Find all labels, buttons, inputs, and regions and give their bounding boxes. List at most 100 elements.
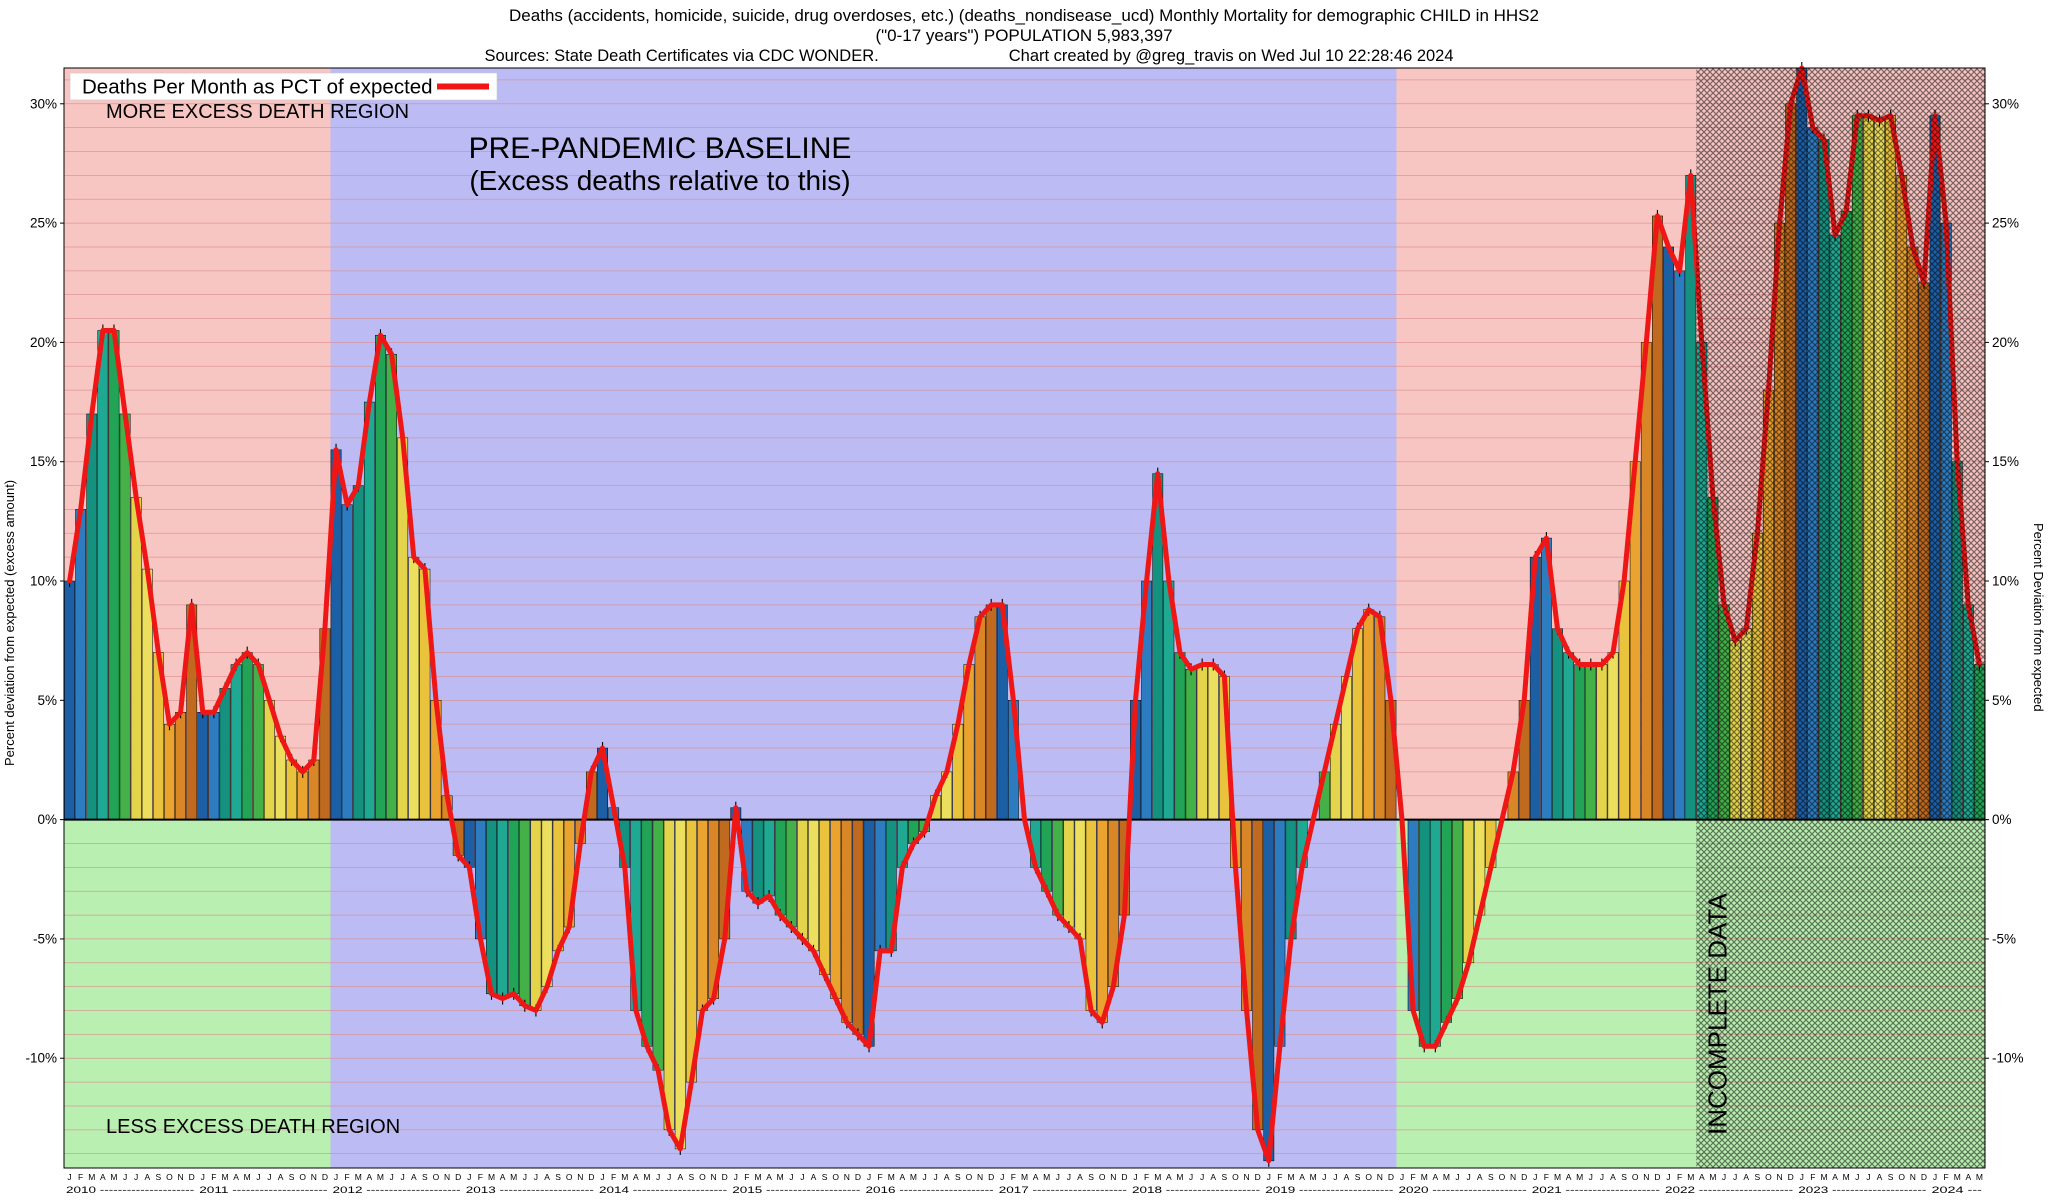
pre-pandemic-baseline-region	[330, 68, 1397, 1168]
x-axis-month-label: N	[844, 1172, 850, 1182]
x-axis-month-label: J	[1322, 1172, 1326, 1182]
x-axis-month-label: A	[1299, 1172, 1305, 1182]
x-axis-month-label: J	[1056, 1172, 1060, 1182]
x-axis-month-label: J	[267, 1172, 271, 1182]
bar	[663, 819, 675, 1131]
x-axis-month-label: A	[944, 1172, 950, 1182]
bar	[797, 819, 808, 940]
y-axis-tick-label-right: 10%	[1992, 574, 2019, 589]
x-axis-month-label: D	[1121, 1172, 1127, 1182]
x-axis-month-label: J	[656, 1172, 660, 1182]
y-axis-tick-label: -10%	[25, 1051, 57, 1066]
x-axis-month-label: N	[577, 1172, 583, 1182]
y-axis-tick-label-right: 0%	[1992, 812, 2012, 827]
bar	[1074, 819, 1086, 940]
bar	[64, 580, 75, 820]
x-axis-month-label: O	[1365, 1172, 1372, 1182]
bar	[86, 413, 98, 820]
x-axis-month-label: S	[822, 1172, 828, 1182]
x-axis-month-label: M	[488, 1172, 495, 1182]
x-axis-month-label: F	[744, 1172, 749, 1182]
x-axis-month-label: S	[289, 1172, 295, 1182]
bar	[530, 819, 542, 1011]
incomplete-data-label: INCOMPLETE DATA	[1702, 893, 1732, 1135]
x-axis-month-label: M	[88, 1172, 95, 1182]
bar	[1596, 664, 1608, 820]
chart-created-by: Chart created by @greg_travis on Wed Jul…	[1008, 47, 1454, 65]
x-axis-month-label: A	[367, 1172, 373, 1182]
x-axis-month-label: M	[221, 1172, 228, 1182]
x-axis-month-label: D	[1921, 1172, 1927, 1182]
x-axis-month-label: N	[1244, 1172, 1250, 1182]
bar	[286, 759, 298, 820]
x-axis-month-label: J	[1533, 1172, 1537, 1182]
x-axis-month-label: A	[1566, 1172, 1572, 1182]
pct-of-expected-line	[67, 65, 1982, 1164]
x-axis-month-label: A	[1344, 1172, 1350, 1182]
x-axis-year-label: 2021 ---------------------	[1532, 1185, 1660, 1196]
bar	[97, 330, 109, 820]
bar	[830, 819, 842, 999]
bar	[985, 604, 997, 820]
bar	[641, 819, 653, 1047]
x-axis-month-label: J	[67, 1172, 71, 1182]
x-axis-month-label: J	[1600, 1172, 1604, 1182]
x-axis-month-label: J	[1933, 1172, 1937, 1182]
bar	[519, 819, 531, 1006]
x-axis-month-label: F	[1810, 1172, 1815, 1182]
bar	[1196, 664, 1208, 820]
x-axis-month-label: S	[1355, 1172, 1361, 1182]
x-axis-month-label: M	[377, 1172, 384, 1182]
x-axis-month-label: N	[1110, 1172, 1116, 1182]
x-axis-month-label: F	[1544, 1172, 1549, 1182]
y-axis-title-right: Percent Deviation from expected	[2031, 523, 2046, 712]
bar	[241, 652, 253, 820]
bar	[363, 401, 375, 820]
incomplete-data-overlay	[1696, 68, 1985, 1168]
chart-title-line1: Deaths (accidents, homicide, suicide, dr…	[509, 6, 1539, 25]
bar	[674, 819, 686, 1150]
more-excess-region-left	[64, 68, 331, 820]
bar	[808, 819, 819, 952]
x-axis-month-label: M	[1310, 1172, 1317, 1182]
x-axis-month-label: M	[777, 1172, 784, 1182]
y-axis: 30% 30% 25% 25% 20% 20% 15% 15% 10% 10% 5% 5% 0% 0% -5…	[2, 96, 2046, 1065]
x-axis-month-label: N	[1510, 1172, 1516, 1182]
bar	[352, 485, 364, 820]
x-axis-month-label: F	[478, 1172, 483, 1182]
bar	[375, 334, 386, 820]
x-axis-month-label: M	[1554, 1172, 1561, 1182]
more-excess-label: MORE EXCESS DEATH REGION	[106, 101, 409, 123]
x-axis-month-label: N	[178, 1172, 184, 1182]
x-axis-month-label: M	[1421, 1172, 1428, 1182]
x-axis-month-label: J	[1666, 1172, 1670, 1182]
x-axis-month-label: J	[922, 1172, 926, 1182]
bar	[1574, 664, 1586, 820]
bar	[874, 819, 886, 952]
y-axis-tick-label: 20%	[30, 335, 57, 350]
bar	[652, 819, 664, 1071]
x-axis-month-label: D	[455, 1172, 461, 1182]
bar	[974, 616, 986, 820]
x-axis-month-label: D	[189, 1172, 195, 1182]
x-axis-month-label: M	[1843, 1172, 1850, 1182]
x-axis-month-label: J	[1800, 1172, 1804, 1182]
chart-title-line2: ("0-17 years") POPULATION 5,983,397	[875, 26, 1173, 45]
x-axis-month-label: M	[1709, 1172, 1716, 1182]
x-axis-month-label: J	[389, 1172, 393, 1182]
x-axis-month-label: N	[977, 1172, 983, 1182]
x-axis-month-label: M	[1154, 1172, 1161, 1182]
legend-box	[69, 72, 498, 101]
bar	[1552, 628, 1563, 820]
x-axis-month-label: M	[754, 1172, 761, 1182]
bar	[819, 819, 831, 975]
x-axis-month-label: D	[855, 1172, 861, 1182]
bar	[508, 819, 520, 995]
x-axis-month-label: F	[211, 1172, 216, 1182]
x-axis-year-label: 2020 ---------------------	[1398, 1185, 1526, 1196]
bar	[785, 819, 797, 928]
x-axis-month-label: F	[1944, 1172, 1949, 1182]
x-axis-month-label: J	[1333, 1172, 1337, 1182]
